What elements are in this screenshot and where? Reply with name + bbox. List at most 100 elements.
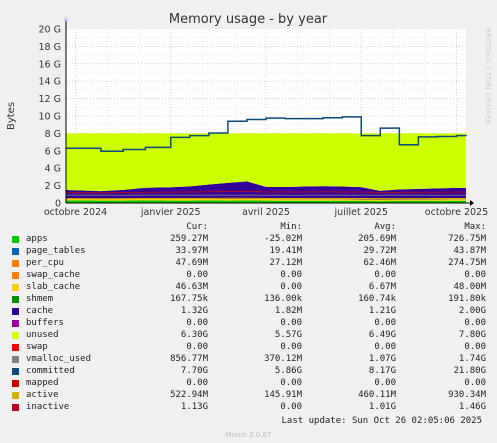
legend-cur: 6.30G [180, 330, 208, 340]
legend-min: 0.00 [280, 282, 302, 292]
legend-cur: 856.77M [170, 354, 208, 364]
y-tick-label: 12 G [39, 94, 61, 105]
legend-avg: 1.01G [368, 402, 396, 412]
legend-avg: 62.46M [363, 258, 396, 268]
legend-min: 19.41M [269, 246, 302, 256]
legend-swatch-vmalloc_used [12, 356, 19, 363]
legend-header-avg: Avg: [374, 222, 396, 232]
legend-max: 274.75M [448, 258, 486, 268]
legend-swatch-shmem [12, 296, 19, 303]
legend-cur: 1.13G [180, 402, 208, 412]
y-tick-labels: 0 2 G 4 G 6 G 8 G 10 G 12 G 14 G 16 G 18 G 20 G [39, 25, 61, 210]
legend-name: inactive [26, 402, 70, 412]
legend-swatch-unused [12, 332, 19, 339]
legend-swatch-mapped [12, 380, 19, 387]
legend-min: 370.12M [264, 354, 302, 364]
x-tick-label: janvier 2025 [140, 207, 201, 218]
legend-swatch-committed [12, 368, 19, 375]
legend-name: per_cpu [26, 258, 64, 268]
axes [63, 17, 474, 206]
legend-avg: 0.00 [374, 342, 396, 352]
y-tick-label: 20 G [39, 25, 61, 36]
legend-cur: 47.69M [175, 258, 208, 268]
legend-swatch-inactive [12, 404, 19, 411]
legend-max: 21.80G [453, 366, 486, 376]
legend-min: 1.82M [274, 306, 302, 316]
x-tick-label: octobre 2025 [425, 207, 488, 218]
rrdtool-credit: RRDTOOL / TOBI OETIKER [484, 28, 492, 125]
legend-cur: 46.63M [175, 282, 208, 292]
legend-max: 191.80k [448, 294, 486, 304]
y-axis-arrow [63, 17, 69, 21]
y-axis-label: Bytes [6, 102, 17, 130]
legend-name: page_tables [26, 246, 86, 256]
x-axis-arrow [470, 200, 474, 206]
legend-swatch-active [12, 392, 19, 399]
x-tick-label: juillet 2025 [334, 207, 388, 218]
legend-min: 0.00 [280, 270, 302, 280]
legend-name: slab_cache [26, 282, 81, 292]
legend-avg: 160.74k [358, 294, 396, 304]
legend-name: cache [26, 306, 54, 316]
legend-swatch-swap [12, 344, 19, 351]
legend-header-cur: Cur: [186, 222, 208, 232]
legend-min: 0.00 [280, 342, 302, 352]
legend-swatch-per_cpu [12, 260, 19, 267]
legend-min: 0.00 [280, 378, 302, 388]
legend-cur: 167.75k [170, 294, 208, 304]
y-tick-label: 0 [55, 199, 61, 210]
memory-chart: Memory usage - by year Bytes 0 2 G 4 G 6 G 8… [6, 12, 488, 218]
legend-header-max: Max: [464, 222, 486, 232]
legend-cur: 522.94M [170, 390, 208, 400]
legend-cur: 0.00 [186, 378, 208, 388]
legend-min: 145.91M [264, 390, 302, 400]
legend-max: 0.00 [464, 318, 486, 328]
y-tick-label: 8 G [45, 129, 61, 140]
y-tick-label: 14 G [39, 77, 61, 88]
legend-cur: 7.70G [180, 366, 208, 376]
x-tick-label: octobre 2024 [44, 207, 107, 218]
legend-max: 48.00M [453, 282, 486, 292]
legend-max: 0.00 [464, 378, 486, 388]
x-tick-label: avril 2025 [242, 207, 290, 218]
legend-max: 726.75M [448, 234, 486, 244]
legend-name: buffers [26, 318, 64, 328]
chart-title: Memory usage - by year [169, 12, 328, 27]
legend-min: 27.12M [269, 258, 302, 268]
legend-avg: 1.07G [368, 354, 396, 364]
y-tick-label: 18 G [39, 42, 61, 53]
legend-min: -25.02M [264, 234, 302, 244]
legend-cur: 0.00 [186, 342, 208, 352]
line-committed [66, 116, 467, 152]
legend-avg: 6.49G [368, 330, 396, 340]
legend-cur: 33.97M [175, 246, 208, 256]
legend-max: 0.00 [464, 270, 486, 280]
last-update: Last update: Sun Oct 26 02:05:06 2025 [281, 416, 482, 426]
legend-max: 0.00 [464, 342, 486, 352]
legend-min: 5.57G [274, 330, 302, 340]
legend-cur: 1.32G [180, 306, 208, 316]
legend-name: mapped [26, 378, 59, 388]
series-lines [65, 116, 467, 200]
y-tick-label: 6 G [45, 146, 61, 157]
y-tick-label: 2 G [45, 181, 61, 192]
legend-avg: 0.00 [374, 318, 396, 328]
legend-name: swap_cache [26, 270, 81, 280]
legend-avg: 8.17G [368, 366, 396, 376]
legend-max: 1.74G [458, 354, 486, 364]
legend-avg: 6.67M [368, 282, 396, 292]
legend-avg: 29.72M [363, 246, 396, 256]
legend-name: unused [26, 330, 59, 340]
legend-name: apps [26, 234, 48, 244]
legend-name: committed [26, 366, 75, 376]
legend-swatch-cache [12, 308, 19, 315]
legend-swatch-apps [12, 236, 19, 243]
legend-name: swap [26, 342, 48, 352]
legend-max: 2.00G [458, 306, 486, 316]
legend-min: 0.00 [280, 402, 302, 412]
y-tick-label: 10 G [39, 112, 61, 123]
legend-max: 43.87M [453, 246, 486, 256]
legend-avg: 205.69M [358, 234, 396, 244]
area-slab-cache [66, 198, 466, 202]
